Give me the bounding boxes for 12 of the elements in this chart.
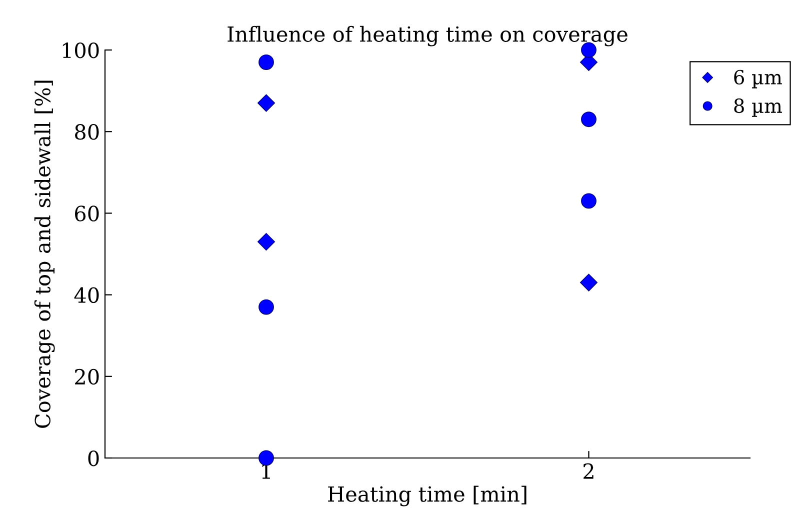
y-tick-label: 60 [75, 206, 99, 222]
legend-label: 6 µm [734, 70, 782, 88]
legend-label: 8 µm [734, 98, 782, 117]
y-tick-label: 80 [75, 124, 99, 140]
y-tick-label: 100 [62, 42, 99, 58]
chart-title: Influence of heating time on coverage [228, 26, 628, 46]
y-tick-label: 20 [75, 368, 99, 385]
y-axis-title: Coverage of top and sidewall [%] [34, 80, 55, 428]
x-tick-label: 2 [584, 463, 594, 479]
x-axis-title: Heating time [min] [328, 486, 526, 506]
y-tick-label: 40 [74, 287, 99, 304]
y-tick-label: 0 [88, 450, 99, 466]
